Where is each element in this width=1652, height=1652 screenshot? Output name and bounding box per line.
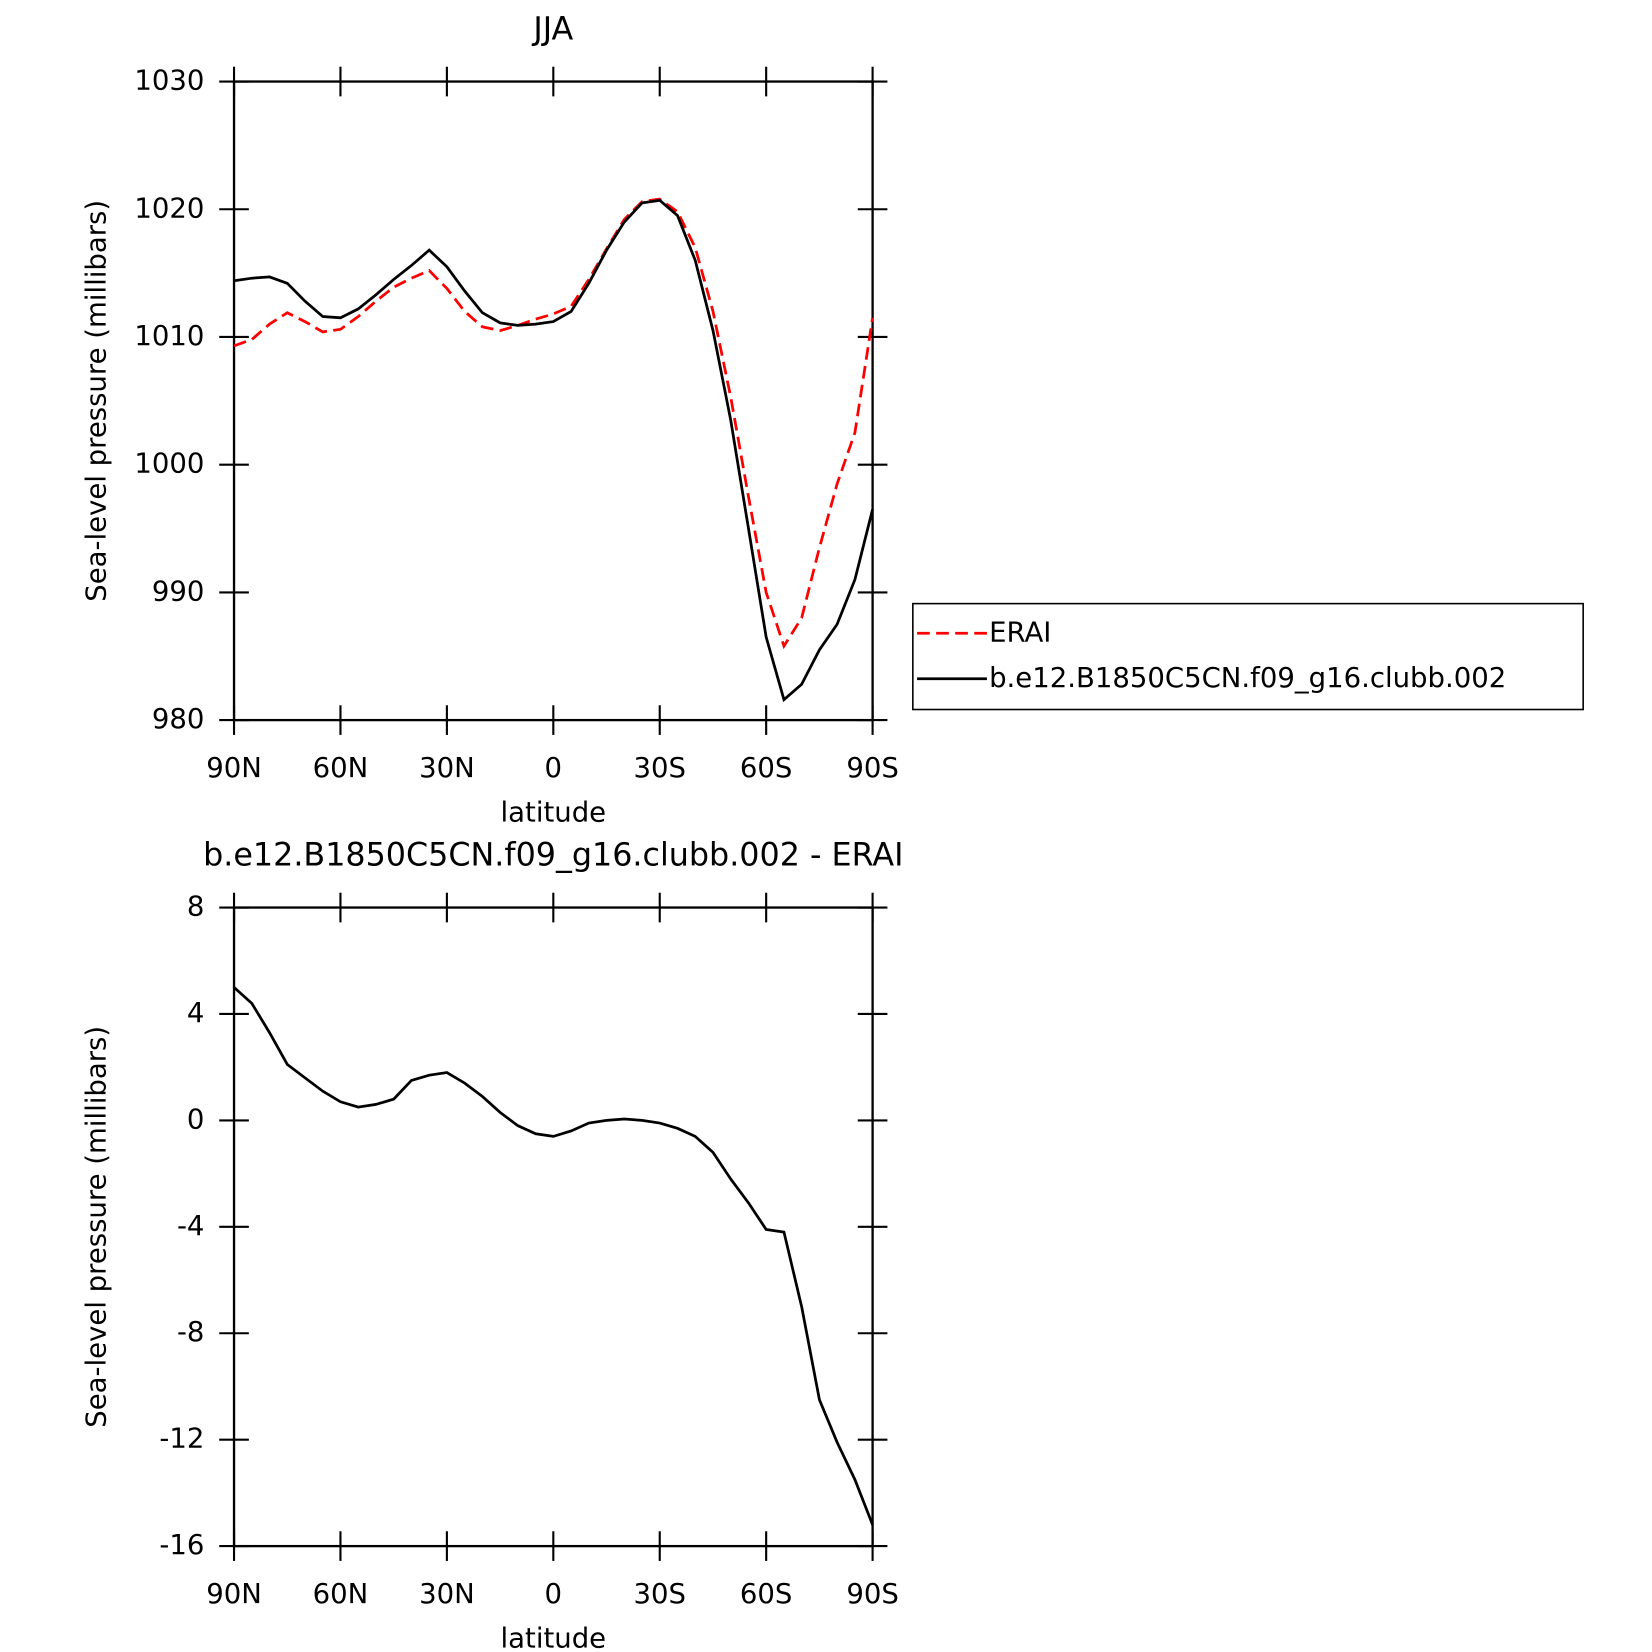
x-tick-label: 0	[545, 1578, 563, 1610]
chart-title: b.e12.B1850C5CN.f09_g16.clubb.002 - ERAI	[203, 838, 903, 874]
y-tick-label: -16	[159, 1529, 204, 1561]
x-tick-label: 30N	[419, 1578, 475, 1610]
x-tick-label: 30S	[633, 752, 685, 784]
y-tick-label: 980	[152, 703, 205, 735]
y-tick-label: -8	[177, 1316, 204, 1348]
y-tick-label: -4	[177, 1210, 204, 1242]
x-tick-label: 30N	[419, 752, 475, 784]
y-tick-label: 8	[187, 891, 205, 923]
y-axis-label: Sea-level pressure (millibars)	[80, 1026, 112, 1428]
y-tick-label: 1010	[134, 320, 204, 352]
y-tick-label: 0	[187, 1103, 205, 1135]
y-tick-label: 1000	[134, 448, 204, 480]
x-tick-label: 30S	[633, 1578, 685, 1610]
y-tick-label: 1030	[134, 65, 204, 97]
y-axis-label: Sea-level pressure (millibars)	[80, 200, 112, 602]
data-line	[233, 197, 874, 650]
y-tick-label: 990	[152, 575, 205, 607]
y-tick-label: -12	[159, 1423, 204, 1455]
y-tick-label: 4	[187, 997, 205, 1029]
plot-frame	[232, 80, 874, 722]
legend-label: ERAI	[989, 616, 1051, 648]
y-tick-label: 1020	[134, 192, 204, 224]
legend-box	[912, 602, 1584, 711]
x-tick-label: 60N	[313, 1578, 369, 1610]
x-tick-label: 60N	[313, 752, 369, 784]
x-axis-label: latitude	[501, 796, 607, 828]
x-axis-label: latitude	[501, 1622, 607, 1652]
data-line	[233, 986, 874, 1526]
plot-frame	[232, 906, 874, 1548]
x-tick-label: 0	[545, 752, 563, 784]
data-line	[233, 198, 874, 703]
x-tick-label: 90N	[206, 752, 262, 784]
legend-label: b.e12.B1850C5CN.f09_g16.clubb.002	[989, 662, 1506, 694]
x-tick-label: 90N	[206, 1578, 262, 1610]
x-tick-label: 60S	[740, 1578, 792, 1610]
x-tick-label: 90S	[846, 1578, 898, 1610]
chart-title: JJA	[531, 12, 573, 48]
x-tick-label: 60S	[740, 752, 792, 784]
x-tick-label: 90S	[846, 752, 898, 784]
